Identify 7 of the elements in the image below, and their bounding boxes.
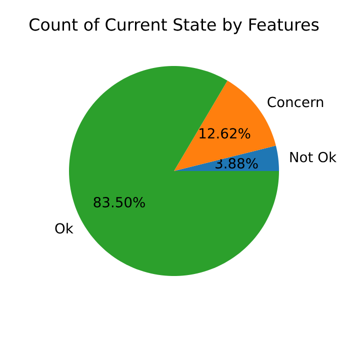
- slice-label: Concern: [268, 96, 324, 108]
- data-label: 12.62%: [200, 128, 250, 139]
- slice-label: Ok: [55, 222, 74, 234]
- slice-label: Not Ok: [290, 152, 337, 162]
- data-label: 83.50%: [94, 196, 145, 208]
- data-label: 3.88%: [216, 158, 258, 169]
- chart-title: Count of Current State by Features: [30, 18, 319, 34]
